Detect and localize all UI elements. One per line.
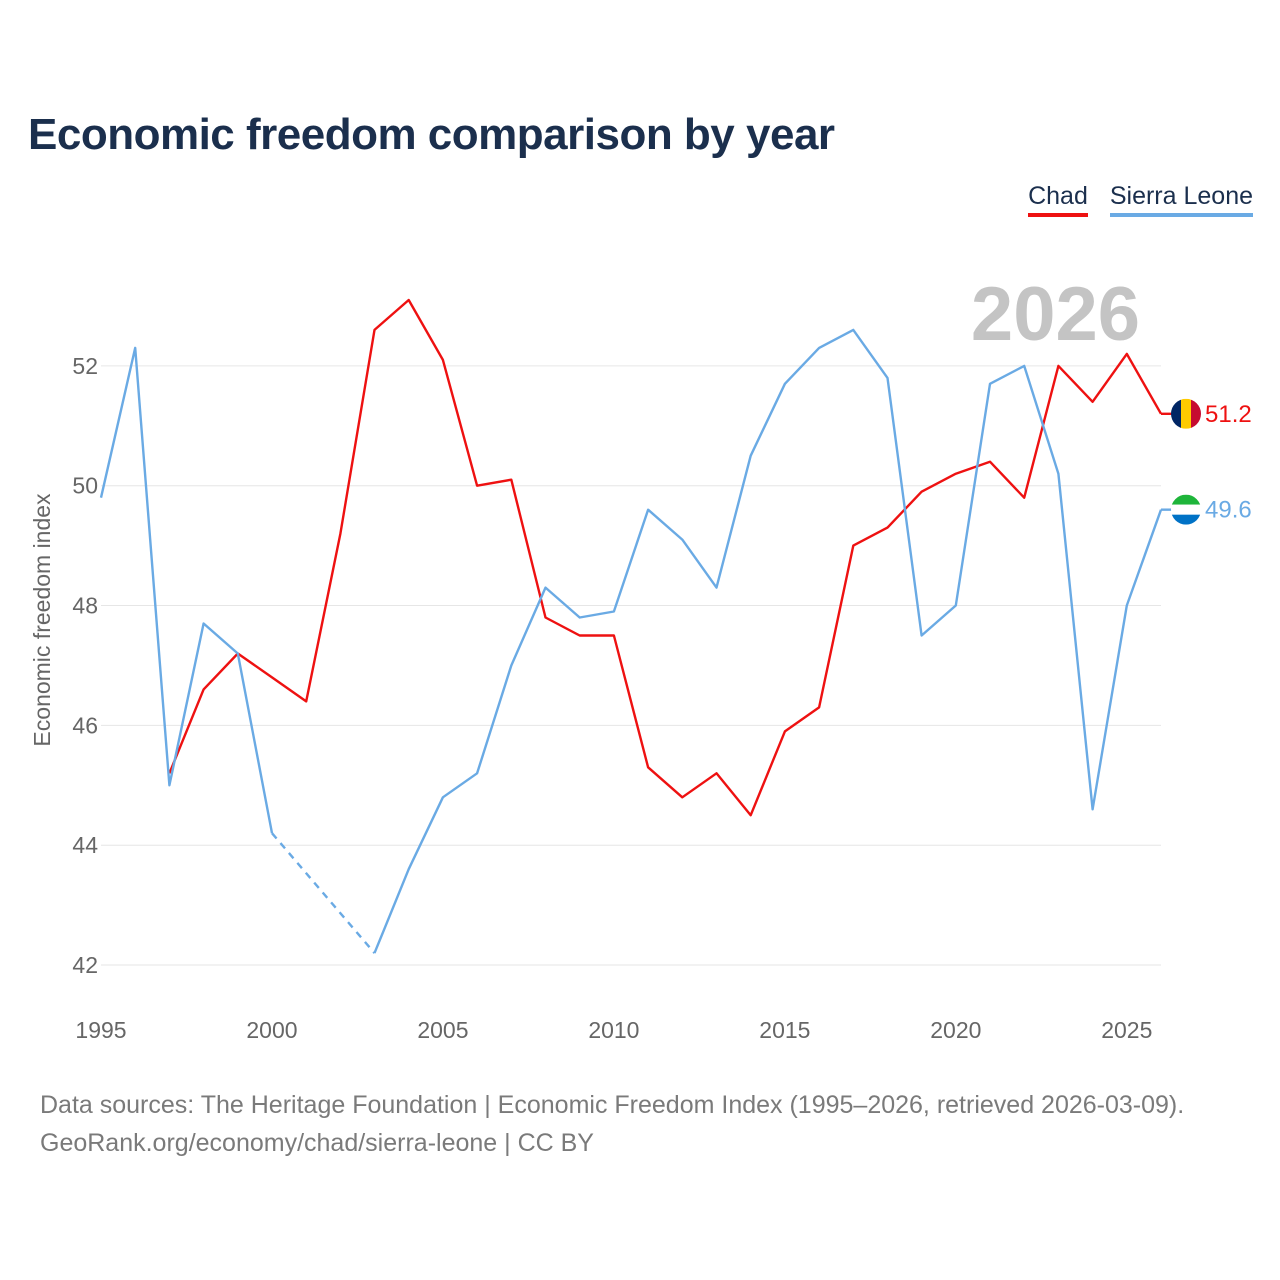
data-point-chad[interactable] [574,629,586,641]
y-tick-label: 48 [72,593,98,619]
data-point-sierra-leone[interactable] [847,324,859,336]
data-point-chad[interactable] [334,528,346,540]
data-point-chad[interactable] [1018,492,1030,504]
data-point-sierra-leone[interactable] [916,629,928,641]
footer: Data sources: The Heritage Foundation | … [40,1086,1184,1162]
data-point-chad[interactable] [950,468,962,480]
data-point-chad[interactable] [745,809,757,821]
data-point-sierra-leone[interactable] [403,863,415,875]
data-point-sierra-leone[interactable] [984,378,996,390]
x-tick-label: 1995 [75,1017,126,1043]
x-tick-label: 2010 [588,1017,639,1043]
data-point-sierra-leone[interactable] [540,582,552,594]
series-line-sierra-leone[interactable] [99,346,274,834]
data-point-chad[interactable] [1052,360,1064,372]
sierra-leone-flag-icon [1171,494,1201,525]
data-point-chad[interactable] [984,456,996,468]
x-tick-label: 2005 [417,1017,468,1043]
data-point-sierra-leone[interactable] [745,450,757,462]
data-point-chad[interactable] [266,671,278,683]
data-point-chad[interactable] [300,695,312,707]
y-tick-label: 50 [72,473,98,499]
gridlines [101,365,1161,966]
series-lines [95,294,1163,959]
x-tick-label: 2015 [759,1017,810,1043]
data-point-chad[interactable] [403,294,415,306]
data-point-chad[interactable] [642,761,654,773]
data-point-chad[interactable] [779,725,791,737]
data-point-chad[interactable] [505,474,517,486]
data-point-sierra-leone[interactable] [950,600,962,612]
end-value-label-chad: 51.2 [1205,401,1252,428]
data-point-sierra-leone[interactable] [1121,600,1133,612]
legend-item-sierra-leone[interactable]: Sierra Leone [1109,182,1253,217]
data-point-chad[interactable] [676,791,688,803]
data-point-chad[interactable] [847,540,859,552]
y-axis-ticks: 42 44 46 48 50 52 [72,353,98,978]
data-point-chad[interactable] [881,522,893,534]
x-tick-label: 2020 [930,1017,981,1043]
data-point-sierra-leone[interactable] [266,827,278,839]
series-line-sierra-leone[interactable] [373,328,1163,954]
data-point-chad[interactable] [198,683,210,695]
data-point-chad[interactable] [471,480,483,492]
legend: Chad Sierra Leone [1028,182,1253,217]
series-line-chad[interactable] [168,298,1163,817]
y-tick-label: 42 [72,952,98,978]
data-point-sierra-leone[interactable] [1087,803,1099,815]
data-point-sierra-leone[interactable] [1052,468,1064,480]
data-point-sierra-leone[interactable] [163,779,175,791]
y-tick-label: 52 [72,353,98,379]
data-point-sierra-leone[interactable] [505,659,517,671]
y-tick-label: 46 [72,712,98,738]
series-line-sierra-leone-gap[interactable] [271,832,376,954]
data-point-sierra-leone[interactable] [471,767,483,779]
current-year-watermark: 2026 [971,272,1140,357]
data-point-sierra-leone[interactable] [198,618,210,630]
data-point-chad[interactable] [916,486,928,498]
data-point-chad[interactable] [710,767,722,779]
x-tick-label: 2025 [1101,1017,1152,1043]
series-end-markers: 51.2 49.6 [1161,398,1252,525]
data-point-sierra-leone[interactable] [710,582,722,594]
data-point-sierra-leone[interactable] [881,372,893,384]
data-point-sierra-leone[interactable] [369,947,381,959]
footer-sources: Data sources: The Heritage Foundation | … [40,1091,1185,1119]
data-point-sierra-leone[interactable] [95,492,107,504]
data-point-chad[interactable] [1121,348,1133,360]
data-point-sierra-leone[interactable] [437,791,449,803]
y-axis-label: Economic freedom index [29,493,55,747]
data-point-chad[interactable] [813,701,825,713]
line-chart: 42 44 46 48 50 52 1995 2000 2005 2010 2015 2020 202… [29,272,1252,1043]
data-point-sierra-leone[interactable] [779,378,791,390]
y-tick-label: 44 [72,832,98,858]
x-axis-ticks: 1995 2000 2005 2010 2015 2020 2025 [75,1017,1152,1043]
data-point-chad[interactable] [369,324,381,336]
data-point-sierra-leone[interactable] [642,504,654,516]
data-point-sierra-leone[interactable] [608,606,620,618]
end-value-label-sierra-leone: 49.6 [1205,497,1252,524]
data-point-sierra-leone[interactable] [676,534,688,546]
data-point-chad[interactable] [1087,396,1099,408]
data-point-sierra-leone[interactable] [232,647,244,659]
data-point-chad[interactable] [608,629,620,641]
data-point-sierra-leone[interactable] [813,342,825,354]
data-point-chad[interactable] [540,612,552,624]
x-tick-label: 2000 [246,1017,297,1043]
data-point-sierra-leone[interactable] [129,342,141,354]
legend-item-chad[interactable]: Chad [1028,182,1088,217]
footer-link[interactable]: GeoRank.org/economy/chad/sierra-leone | … [40,1129,594,1157]
data-point-sierra-leone[interactable] [1018,360,1030,372]
chad-flag-icon [1171,398,1201,429]
data-point-chad[interactable] [437,354,449,366]
data-point-sierra-leone[interactable] [574,612,586,624]
chart-title: Economic freedom comparison by year [28,110,835,159]
